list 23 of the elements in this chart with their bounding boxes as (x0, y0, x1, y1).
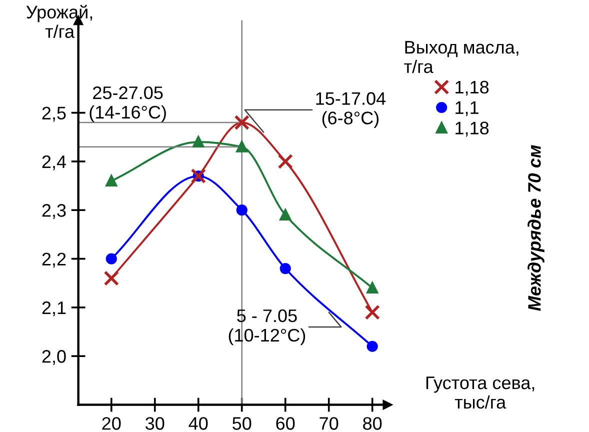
x-tick-label: 50 (232, 417, 252, 430)
x-tick-label: 20 (102, 417, 121, 430)
annotation: 25-27.05 (14-16°C) (90, 86, 166, 122)
legend-label: 1,18 (456, 122, 489, 137)
legend-title: Выход масла, т/га (404, 41, 518, 74)
x-tick-label: 30 (146, 417, 164, 430)
x-tick-label: 80 (363, 417, 382, 430)
y-tick-label: 2,1 (42, 301, 66, 316)
y-tick-label: 2,3 (42, 204, 66, 219)
x-tick-label: 70 (320, 417, 338, 430)
legend-label: 1,18 (456, 80, 489, 96)
legend-label: 1,1 (456, 101, 478, 116)
y-tick-label: 2,0 (42, 350, 66, 365)
x-tick-label: 60 (276, 417, 295, 430)
annotation: 15-17.04 (6-8°C) (316, 92, 386, 128)
y-tick-label: 2,2 (42, 252, 66, 268)
y-tick-label: 2,5 (42, 106, 66, 122)
x-tick-label: 40 (188, 417, 208, 430)
text: Междурядье 70 см (528, 145, 544, 311)
x-axis-title: Густота сева, тыс/га (426, 376, 534, 409)
y-tick-label: 2,4 (42, 155, 66, 170)
annotation: 5 - 7.05 (10-12°C) (228, 309, 306, 346)
y-axis-title: Урожай, т/га (26, 4, 92, 38)
